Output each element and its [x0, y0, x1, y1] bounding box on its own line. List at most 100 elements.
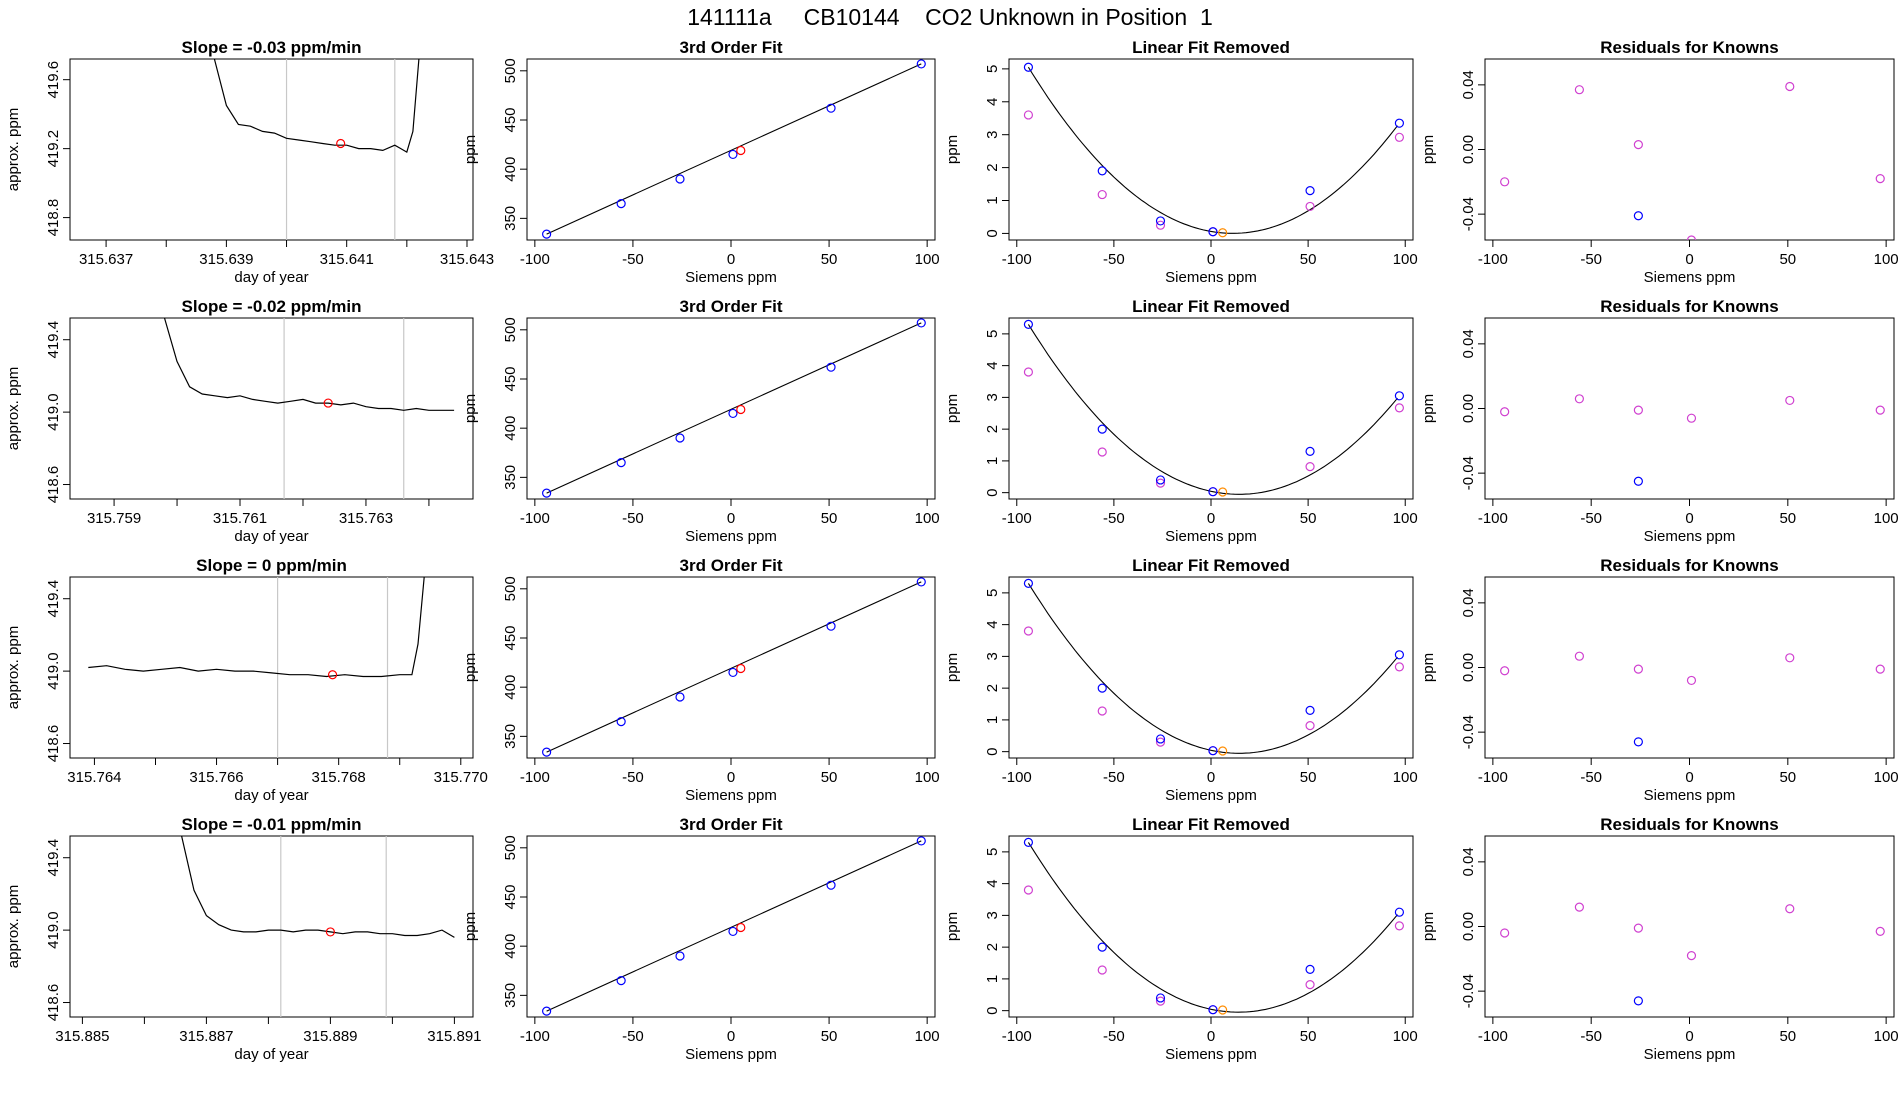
x-tick-label: -50: [1580, 769, 1602, 786]
y-tick-label: 450: [502, 366, 519, 391]
y-axis-label: ppm: [1420, 653, 1437, 682]
x-tick-label: -100: [1478, 251, 1508, 268]
x-axis-label: day of year: [234, 787, 308, 804]
y-tick-label: 500: [502, 58, 519, 83]
chart-panel-15: Linear Fit Removed -100 -50 0 50 100 0 1 2 3 4 5 Sie…: [944, 815, 1418, 1063]
x-tick-label: 315.891: [427, 1028, 481, 1045]
unknown-point: [736, 663, 746, 674]
plot-area: [1023, 578, 1405, 756]
x-axis-label: day of year: [234, 269, 308, 286]
plot-area: [213, 59, 420, 240]
x-tick-label: 315.641: [320, 251, 374, 268]
x-tick-label: -100: [520, 251, 550, 268]
residual-linear-point: [1686, 235, 1697, 240]
y-tick-label: 0.00: [1460, 912, 1477, 941]
y-tick-label: 0: [984, 747, 1001, 755]
chart-title: Slope = -0.03 ppm/min: [182, 38, 362, 57]
x-tick-label: -50: [1103, 1028, 1125, 1045]
known-linear-point: [1023, 367, 1034, 377]
known-linear-point: [1023, 885, 1034, 895]
x-tick-label: 100: [915, 510, 940, 527]
known-point: [826, 103, 836, 113]
known-point: [826, 362, 836, 372]
chart-title: Slope = -0.01 ppm/min: [182, 815, 362, 834]
residual-linear-point: [1875, 405, 1885, 415]
y-tick-label: 418.6: [45, 725, 62, 763]
y-tick-label: 419.6: [45, 61, 62, 99]
plot-area: [1023, 319, 1405, 497]
plot-frame: [1008, 317, 1414, 500]
fit-curve: [1027, 842, 1398, 1013]
known-point: [542, 229, 552, 239]
series-line: [181, 836, 455, 938]
y-axis-label: approx. ppm: [5, 367, 22, 450]
chart-panel-5: Slope = -0.02 ppm/min 315.759 315.761 315.7…: [5, 297, 474, 545]
known-point: [728, 667, 738, 678]
y-tick-label: 419.0: [45, 652, 62, 690]
y-tick-label: 4: [984, 879, 1001, 887]
x-axis-label: Siemens ppm: [685, 528, 777, 545]
unknown-point: [736, 145, 746, 156]
x-tick-label: 50: [821, 769, 838, 786]
residual-linear-point: [1633, 140, 1643, 150]
chart-title: Linear Fit Removed: [1132, 556, 1290, 575]
y-axis-label: approx. ppm: [5, 626, 22, 709]
x-tick-label: 100: [1874, 1028, 1899, 1045]
y-tick-label: 5: [984, 330, 1001, 338]
x-axis-label: Siemens ppm: [1165, 1046, 1257, 1063]
y-tick-label: 2: [984, 163, 1001, 171]
x-tick-label: 315.766: [189, 769, 243, 786]
fit-line: [546, 581, 922, 753]
series-line: [88, 577, 425, 678]
y-axis-label: ppm: [944, 653, 961, 682]
y-tick-label: 450: [502, 884, 519, 909]
x-tick-label: -100: [1478, 769, 1508, 786]
fit-line: [546, 63, 922, 235]
x-tick-label: 0: [1685, 769, 1693, 786]
known-linear-point: [1097, 189, 1107, 200]
y-tick-label: -0.04: [1460, 456, 1477, 490]
y-axis-label: ppm: [1420, 394, 1437, 423]
known-point: [675, 174, 685, 184]
x-tick-label: 0: [1685, 510, 1693, 527]
known-fit-point: [1208, 487, 1218, 497]
plot-area: [542, 577, 926, 757]
y-tick-label: 3: [984, 131, 1001, 139]
residual-linear-point: [1574, 651, 1584, 661]
fit-curve: [1027, 66, 1398, 234]
x-axis-label: Siemens ppm: [1644, 528, 1736, 545]
x-tick-label: 0: [727, 1028, 735, 1045]
unknown-point: [1218, 228, 1228, 238]
known-point: [542, 488, 552, 498]
x-axis-label: day of year: [234, 1046, 308, 1063]
known-point: [916, 577, 926, 587]
plot-frame: [1484, 835, 1895, 1018]
y-tick-label: 500: [502, 576, 519, 601]
residual-linear-point: [1574, 85, 1584, 95]
residual-fit-point: [1633, 211, 1643, 221]
y-tick-label: 500: [502, 317, 519, 342]
known-fit-point: [1023, 837, 1034, 847]
x-tick-label: 0: [1207, 251, 1215, 268]
y-tick-label: 419.0: [45, 911, 62, 949]
y-tick-label: 2: [984, 684, 1001, 692]
y-tick-label: 4: [984, 361, 1001, 369]
chart-panel-8: Residuals for Knowns -100 -50 0 50 100 -0.04 0.…: [1420, 297, 1899, 545]
x-axis-label: Siemens ppm: [685, 1046, 777, 1063]
y-tick-label: 0.00: [1460, 135, 1477, 164]
chart-panel-10: 3rd Order Fit -100 -50 0 50 100 350 400 450 500 Si…: [462, 556, 940, 804]
residual-fit-point: [1633, 476, 1643, 486]
known-fit-point: [1394, 650, 1405, 660]
y-axis-label: ppm: [944, 912, 961, 941]
y-tick-label: 5: [984, 848, 1001, 856]
plot-frame: [526, 317, 936, 500]
chart-title: Linear Fit Removed: [1132, 297, 1290, 316]
x-tick-label: -50: [1103, 769, 1125, 786]
y-tick-label: 419.4: [45, 580, 62, 618]
plot-area: [542, 836, 926, 1016]
known-point: [542, 1006, 552, 1016]
x-tick-label: 315.764: [67, 769, 121, 786]
plot-frame: [526, 576, 936, 759]
x-tick-label: -100: [520, 769, 550, 786]
y-tick-label: 0.04: [1460, 847, 1477, 876]
